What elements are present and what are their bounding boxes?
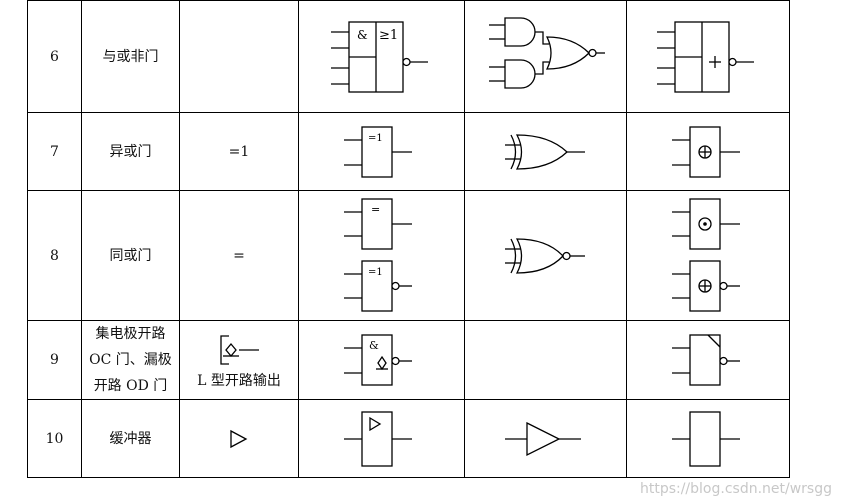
ieee-rectangular-symbol xyxy=(626,320,790,400)
table-row-9: 9 集电极开路 OC 门、漏极 开路 OD 门 L 型开路输出 & xyxy=(27,320,790,400)
gate-name-multiline: 集电极开路 OC 门、漏极 开路 OD 门 xyxy=(81,320,180,400)
row-number: 6 xyxy=(27,0,82,113)
gate-name: 缓冲器 xyxy=(81,399,180,478)
xnor-qualifier: = xyxy=(371,203,380,216)
table-row-10: 10 缓冲器 xyxy=(27,399,790,478)
qualifying-symbol: =1 xyxy=(179,112,299,191)
gate-name-line: 集电极开路 xyxy=(95,326,166,342)
qualifying-symbol: L 型开路输出 xyxy=(179,320,299,400)
qualifying-symbol xyxy=(179,399,299,478)
row-number: 10 xyxy=(27,399,82,478)
buffer-triangle-icon xyxy=(230,429,248,448)
national-standard-symbol xyxy=(298,399,465,478)
open-output-caption: L 型开路输出 xyxy=(197,373,281,389)
national-standard-symbol: = =1 xyxy=(298,190,465,321)
row-number: 7 xyxy=(27,112,82,191)
or-qualifier: ≥1 xyxy=(379,28,398,43)
table-row-6: 6 与或非门 & ≥1 xyxy=(27,0,790,113)
xor-gate-gb-symbol: =1 xyxy=(343,125,412,178)
watermark: https://blog.csdn.net/wrsgg xyxy=(639,481,832,497)
table-row-8: 8 同或门 = = =1 xyxy=(27,190,790,321)
ieee-rectangular-symbol xyxy=(626,112,790,191)
distinctive-shape-symbol xyxy=(464,399,627,478)
qualifying-symbol xyxy=(179,0,299,113)
ieee-rectangular-symbol xyxy=(626,399,790,478)
gate-name-line: 开路 OD 门 xyxy=(93,378,168,394)
buffer-gb-symbol xyxy=(343,410,412,467)
logic-symbol-table: 6 与或非门 & ≥1 xyxy=(27,0,790,478)
ieee-rectangular-symbol xyxy=(626,0,790,113)
table-row-7: 7 异或门 =1 =1 xyxy=(27,112,790,191)
oc-gate-ieee-symbol xyxy=(672,334,740,386)
row-number: 8 xyxy=(27,190,82,321)
oc-gate-gb-symbol: & xyxy=(343,334,412,386)
gate-name: 同或门 xyxy=(81,190,180,321)
qualifying-symbol: = xyxy=(179,190,299,321)
aoi-gate-distinctive-symbol xyxy=(489,16,605,89)
distinctive-shape-symbol xyxy=(464,320,627,400)
and-qualifier: & xyxy=(369,339,379,352)
xor-inverted-qualifier: =1 xyxy=(368,267,383,278)
xor-qualifier: =1 xyxy=(368,133,383,144)
buffer-distinctive-symbol xyxy=(504,421,581,456)
xor-gate-ieee-symbol xyxy=(672,125,740,178)
aoi-gate-gb-symbol: & ≥1 xyxy=(330,20,428,93)
xnor-gate-gb-symbol: = =1 xyxy=(343,197,412,312)
ieee-rectangular-symbol xyxy=(626,190,790,321)
national-standard-symbol: =1 xyxy=(298,112,465,191)
xnor-gate-distinctive-symbol xyxy=(504,237,585,274)
gate-name: 与或非门 xyxy=(81,0,180,113)
and-qualifier: & xyxy=(357,28,368,42)
xnor-gate-ieee-symbol xyxy=(672,197,740,312)
national-standard-symbol: & xyxy=(298,320,465,400)
distinctive-shape-symbol xyxy=(464,0,627,113)
gate-name: 异或门 xyxy=(81,112,180,191)
open-drain-symbol xyxy=(220,335,259,365)
distinctive-shape-symbol xyxy=(464,112,627,191)
row-number: 9 xyxy=(27,320,82,400)
gate-name-line: OC 门、漏极 xyxy=(89,352,172,368)
circled-dot-icon xyxy=(698,216,712,231)
xor-gate-distinctive-symbol xyxy=(504,133,585,170)
aoi-gate-ieee-symbol xyxy=(657,20,754,93)
national-standard-symbol: & ≥1 xyxy=(298,0,465,113)
buffer-ieee-symbol xyxy=(672,410,740,467)
distinctive-shape-symbol xyxy=(464,190,627,321)
